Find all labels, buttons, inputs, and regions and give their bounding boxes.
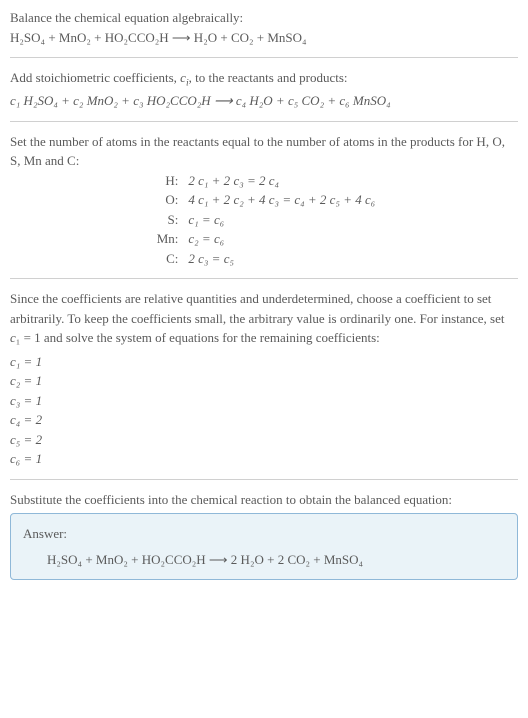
answer-box: Answer: H₂SO₄ + MnO₂ + HO₂CCO₂H ⟶ 2 H₂O … — [10, 513, 518, 580]
coeff-row: c₄ = 2 — [10, 410, 518, 430]
substitute-text: Substitute the coefficients into the che… — [10, 490, 518, 510]
stoich-equation: c₁ H₂SO₄ + c₂ MnO₂ + c₃ HO₂CCO₂H ⟶ c₄ H₂… — [10, 91, 518, 111]
substitute-section: Substitute the coefficients into the che… — [10, 490, 518, 510]
intro-text: Balance the chemical equation algebraica… — [10, 8, 518, 28]
atom-elem: H: — [14, 171, 178, 191]
underdetermined-text: Since the coefficients are relative quan… — [10, 289, 518, 348]
atoms-section: Set the number of atoms in the reactants… — [10, 132, 518, 269]
atoms-text: Set the number of atoms in the reactants… — [10, 132, 518, 171]
divider — [10, 57, 518, 58]
atom-elem: C: — [14, 249, 178, 269]
atom-eq: 2 c₁ + 2 c₃ = 2 c₄ — [188, 171, 518, 191]
coeff-row: c₂ = 1 — [10, 371, 518, 391]
answer-label: Answer: — [23, 524, 505, 544]
intro-equation: H₂SO₄ + MnO₂ + HO₂CCO₂H ⟶ H₂O + CO₂ + Mn… — [10, 28, 518, 48]
intro-section: Balance the chemical equation algebraica… — [10, 8, 518, 47]
coeff-row: c₅ = 2 — [10, 430, 518, 450]
atom-eq: c₁ = c₆ — [188, 210, 518, 230]
divider — [10, 278, 518, 279]
atom-eq: 2 c₃ = c₅ — [188, 249, 518, 269]
divider — [10, 121, 518, 122]
divider — [10, 479, 518, 480]
answer-equation: H₂SO₄ + MnO₂ + HO₂CCO₂H ⟶ 2 H₂O + 2 CO₂ … — [23, 550, 505, 570]
coeff-row: c₆ = 1 — [10, 449, 518, 469]
coefficients-list: c₁ = 1 c₂ = 1 c₃ = 1 c₄ = 2 c₅ = 2 c₆ = … — [10, 352, 518, 469]
stoich-text: Add stoichiometric coefficients, ci, to … — [10, 68, 518, 91]
coeff-row: c₁ = 1 — [10, 352, 518, 372]
stoich-section: Add stoichiometric coefficients, ci, to … — [10, 68, 518, 111]
atom-elem: S: — [14, 210, 178, 230]
underdetermined-section: Since the coefficients are relative quan… — [10, 289, 518, 469]
atom-elem: O: — [14, 190, 178, 210]
atom-elem: Mn: — [14, 229, 178, 249]
coeff-row: c₃ = 1 — [10, 391, 518, 411]
atoms-table: H: 2 c₁ + 2 c₃ = 2 c₄ O: 4 c₁ + 2 c₂ + 4… — [14, 171, 518, 269]
atom-eq: c₂ = c₆ — [188, 229, 518, 249]
atom-eq: 4 c₁ + 2 c₂ + 4 c₃ = c₄ + 2 c₅ + 4 c₆ — [188, 190, 518, 210]
